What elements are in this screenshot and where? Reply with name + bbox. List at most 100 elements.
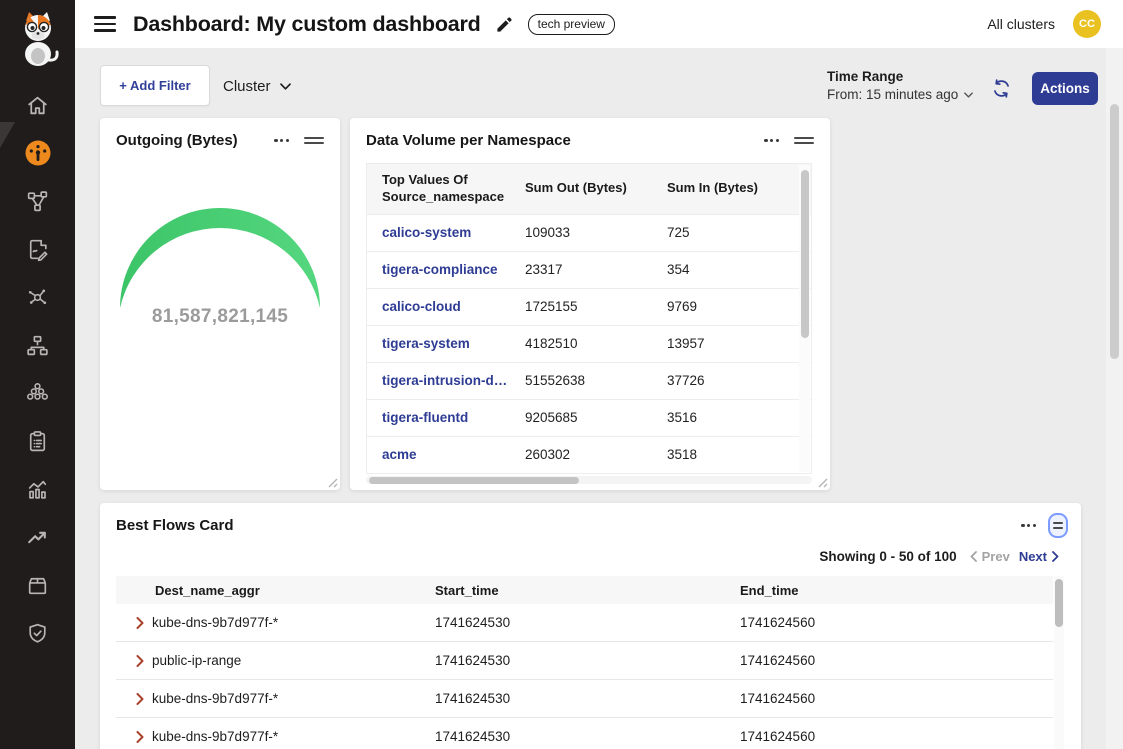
avatar[interactable]: CC — [1073, 10, 1101, 38]
namespace-link[interactable]: tigera-fluentd — [382, 410, 468, 425]
sum-in-value: 9769 — [652, 299, 785, 314]
actions-button[interactable]: Actions — [1032, 72, 1098, 105]
data-volume-card-header: Data Volume per Namespace — [350, 118, 830, 149]
column-header: Sum Out (Bytes) — [510, 164, 652, 214]
card-menu-button[interactable] — [271, 134, 292, 147]
sidebar-item-trends[interactable] — [23, 522, 53, 552]
end-time: 1741624560 — [740, 691, 1053, 706]
vertical-scrollbar[interactable] — [799, 165, 810, 472]
table-row: calico-cloud 1725155 9769 — [367, 288, 811, 325]
prev-label: Prev — [982, 549, 1010, 564]
column-header: End_time — [740, 583, 1053, 598]
expand-row-button[interactable] — [136, 693, 144, 705]
table-row: kube-dns-9b7d977f-* 1741624530 174162456… — [116, 604, 1053, 642]
namespace-link[interactable]: calico-system — [382, 225, 471, 240]
dest-name: kube-dns-9b7d977f-* — [152, 615, 278, 630]
card-menu-button[interactable] — [761, 134, 782, 147]
namespace-link[interactable]: tigera-system — [382, 336, 470, 351]
node-cluster-icon — [25, 381, 50, 406]
service-graph-icon — [25, 189, 50, 214]
refresh-button[interactable] — [989, 76, 1013, 100]
card-drag-handle[interactable] — [794, 133, 814, 149]
sidebar-item-service-graph[interactable] — [23, 186, 53, 216]
card-drag-handle-focused[interactable] — [1048, 513, 1068, 539]
namespace-link[interactable]: calico-cloud — [382, 299, 461, 314]
calico-cat-logo-icon — [16, 10, 60, 68]
sum-in-value: 354 — [652, 262, 785, 277]
cluster-filter-dropdown[interactable]: Cluster — [223, 74, 291, 98]
trending-arrow-icon — [25, 525, 50, 550]
page-scrollbar[interactable] — [1106, 48, 1123, 749]
sidebar-item-inventory[interactable] — [23, 570, 53, 600]
sidebar-item-flow-visualizer[interactable] — [23, 282, 53, 312]
card-menu-button[interactable] — [1018, 519, 1039, 532]
data-volume-card-title: Data Volume per Namespace — [366, 132, 761, 149]
sidebar-item-dashboards[interactable] — [23, 138, 53, 168]
data-volume-card: Data Volume per Namespace Top Values Of … — [350, 118, 830, 490]
outgoing-bytes-card: Outgoing (Bytes) 81,587,821,145 — [100, 118, 340, 490]
scrollbar-thumb[interactable] — [369, 477, 579, 484]
chevron-down-icon — [280, 83, 291, 90]
namespace-link[interactable]: tigera-compliance — [382, 262, 498, 277]
stats-chart-icon — [25, 477, 50, 502]
card-drag-handle[interactable] — [304, 133, 324, 149]
end-time: 1741624560 — [740, 615, 1053, 630]
best-flows-card-header: Best Flows Card — [100, 503, 1081, 534]
sum-out-value: 260302 — [510, 447, 652, 462]
column-header: Start_time — [420, 583, 740, 598]
vertical-scrollbar[interactable] — [1054, 576, 1064, 749]
data-volume-table: Top Values Of Source_namespace Sum Out (… — [366, 163, 812, 474]
dest-name: kube-dns-9b7d977f-* — [152, 691, 278, 706]
expand-row-button[interactable] — [136, 655, 144, 667]
scrollbar-thumb[interactable] — [1055, 579, 1063, 627]
horizontal-scrollbar[interactable] — [366, 476, 812, 484]
sum-out-value: 9205685 — [510, 410, 652, 425]
table-row: kube-dns-9b7d977f-* 1741624530 174162456… — [116, 680, 1053, 718]
next-page-button[interactable]: Next — [1019, 549, 1059, 564]
page-title: Dashboard: My custom dashboard — [133, 12, 481, 37]
time-range-selector[interactable]: From: 15 minutes ago — [827, 87, 973, 102]
hamburger-menu-icon[interactable] — [94, 16, 116, 32]
sidebar-item-policy-recommendations[interactable] — [23, 234, 53, 264]
cluster-scope-selector[interactable]: All clusters — [987, 16, 1055, 32]
namespace-link[interactable]: acme — [382, 447, 417, 462]
sum-out-value: 51552638 — [510, 373, 652, 388]
table-row: public-ip-range 1741624530 1741624560 — [116, 642, 1053, 680]
table-header-row: Dest_name_aggr Start_time End_time — [116, 576, 1053, 604]
start-time: 1741624530 — [420, 653, 740, 668]
time-range-value: From: 15 minutes ago — [827, 87, 958, 102]
resize-grip-icon[interactable] — [816, 476, 828, 488]
edit-dashboard-button[interactable] — [495, 15, 514, 34]
sidebar-item-statistics[interactable] — [23, 474, 53, 504]
sum-in-value: 725 — [652, 225, 785, 240]
sum-out-value: 4182510 — [510, 336, 652, 351]
chevron-right-icon — [136, 693, 144, 705]
outgoing-card-title: Outgoing (Bytes) — [116, 132, 271, 149]
top-bar: Dashboard: My custom dashboard tech prev… — [75, 0, 1123, 48]
sidebar-item-home[interactable] — [23, 90, 53, 120]
sum-in-value: 13957 — [652, 336, 785, 351]
scrollbar-thumb[interactable] — [1110, 104, 1119, 359]
expand-row-button[interactable] — [136, 731, 144, 743]
add-filter-button[interactable]: + Add Filter — [100, 65, 210, 106]
sidebar-item-network-topology[interactable] — [23, 330, 53, 360]
chevron-right-icon — [136, 617, 144, 629]
scrollbar-thumb[interactable] — [801, 170, 809, 338]
sidebar-item-compliance-reports[interactable] — [23, 426, 53, 456]
chevron-left-icon — [970, 551, 977, 562]
best-flows-card-title: Best Flows Card — [116, 517, 1018, 534]
sidebar-item-threat-defense[interactable] — [23, 618, 53, 648]
expand-row-button[interactable] — [136, 617, 144, 629]
shield-check-icon — [25, 621, 50, 646]
sum-in-value: 37726 — [652, 373, 785, 388]
end-time: 1741624560 — [740, 653, 1053, 668]
best-flows-card: Best Flows Card Showing 0 - 50 of 100 Pr… — [100, 503, 1081, 749]
table-row: tigera-fluentd 9205685 3516 — [367, 399, 811, 436]
sidebar-item-workload-groups[interactable] — [23, 378, 53, 408]
calico-cat-logo[interactable] — [16, 10, 60, 73]
column-header: Top Values Of Source_namespace — [367, 164, 510, 214]
resize-grip-icon[interactable] — [326, 476, 338, 488]
topbar-right: All clusters CC — [987, 10, 1101, 38]
prev-page-button[interactable]: Prev — [970, 549, 1010, 564]
namespace-link[interactable]: tigera-intrusion-d… — [382, 373, 507, 388]
